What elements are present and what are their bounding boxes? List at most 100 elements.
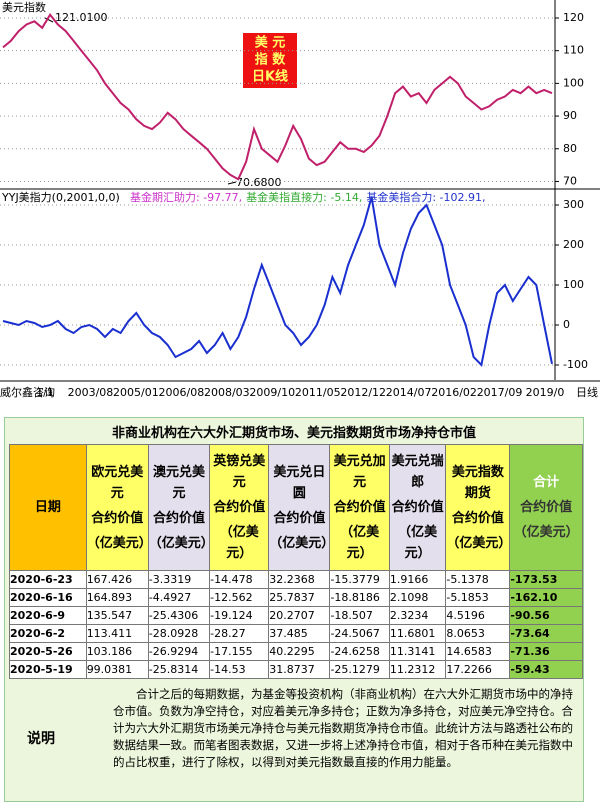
header-name: 美元兑日圆 bbox=[273, 464, 326, 501]
legend-entry: 基金期汇助力: -97.77, bbox=[130, 190, 242, 204]
data-row: 2020-5-19 99.0381 -25.8314 -14.53 31.8737 -25… bbox=[9, 660, 583, 679]
cell: -162.10 bbox=[509, 588, 583, 607]
series-line bbox=[2, 12, 553, 181]
y-tick-label: 0 bbox=[563, 318, 570, 331]
header-cell: 美元指数期货合约价值 （亿美元） bbox=[445, 444, 512, 571]
pointer bbox=[44, 17, 54, 23]
table-title: 非商业机构在六大外汇期货市场、美元指数期货市场净持仓市值 bbox=[111, 426, 476, 441]
data-row: 2020-5-26 103.186 -26.9294 -17.155 40.2295 -2… bbox=[9, 642, 583, 661]
cell: -26.9294 bbox=[147, 642, 211, 661]
chart-title: 美元指数 bbox=[2, 0, 46, 14]
cell: 37.485 bbox=[268, 624, 331, 643]
header-unit: （亿美元） bbox=[219, 525, 259, 561]
cell: -14.478 bbox=[209, 570, 270, 589]
header-unit: （亿美元） bbox=[86, 535, 152, 551]
high-label: 121.0100 bbox=[55, 11, 108, 24]
header-cell: 美元兑加元 合约价值 （亿美元） bbox=[329, 444, 390, 571]
header-unit: （亿美元） bbox=[340, 525, 380, 561]
y-tick-label: -100 bbox=[563, 358, 588, 371]
cell: -4.4927 bbox=[147, 588, 211, 607]
cell: 32.2368 bbox=[268, 570, 331, 589]
background bbox=[0, 0, 600, 402]
note-text: 合计之后的每期数据，为基金等投资机构（非商业机构）在六大外汇期货市场中的净持仓市… bbox=[113, 687, 573, 769]
header-cell: 美元兑瑞郎合约价值 （亿美元） bbox=[388, 444, 447, 571]
series-line bbox=[2, 196, 553, 368]
cell: -5.1378 bbox=[445, 570, 511, 589]
header-cell: 英镑兑美元 合约价值 （亿美元） bbox=[209, 444, 270, 571]
cell: -173.53 bbox=[509, 570, 583, 589]
header-cell: 合计 合约价值 （亿美元） bbox=[509, 444, 583, 571]
x-tick-label: 2014/07 bbox=[386, 386, 432, 399]
header-unit: （亿美元） bbox=[398, 525, 438, 561]
cell: 135.547 bbox=[85, 606, 149, 625]
cell: 103.186 bbox=[85, 642, 149, 661]
cell: 99.0381 bbox=[85, 660, 149, 679]
header-sub: 合约价值 bbox=[391, 500, 444, 515]
y-tick-label: 90 bbox=[563, 109, 577, 122]
header-sub: 合约价值 bbox=[91, 510, 144, 526]
y-tick-label: 80 bbox=[563, 142, 577, 155]
data-row: 2020-6-23 167.426 -3.3319 -14.478 32.2368 -15… bbox=[9, 570, 583, 589]
data-row: 2020-6-16 164.893 -4.4927 -12.562 25.7837 -18… bbox=[9, 588, 583, 607]
cell: -73.64 bbox=[509, 624, 583, 643]
cell: 31.8737 bbox=[268, 660, 331, 679]
y-tick-label: 100 bbox=[563, 278, 584, 291]
cell: 14.6583 bbox=[445, 642, 511, 661]
x-tick-label: 2016/02 bbox=[431, 386, 477, 399]
cell: 20.2707 bbox=[268, 606, 331, 625]
cell: 40.2295 bbox=[268, 642, 331, 661]
header-unit: （亿美元） bbox=[269, 535, 335, 551]
annotation: 日K线 bbox=[252, 69, 288, 85]
table-panel: 非商业机构在六大外汇期货市场、美元指数期货市场净持仓市值 日期 欧元兑美元 合约价值… bbox=[4, 417, 584, 802]
header-name: 美元兑瑞郎 bbox=[391, 454, 444, 490]
cell: 8.0653 bbox=[445, 624, 511, 643]
cell: 2020-5-19 bbox=[9, 660, 87, 679]
cell: -25.4306 bbox=[147, 606, 211, 625]
cell: 2020-6-9 bbox=[9, 606, 87, 625]
header-name: 美元指数期货 bbox=[451, 464, 504, 501]
header-unit: （亿美元） bbox=[446, 535, 512, 551]
y-tick-label: 300 bbox=[563, 198, 584, 211]
cell: 113.411 bbox=[85, 624, 149, 643]
data-row: 2020-6-9 135.547 -25.4306 -19.124 20.2707 -18… bbox=[9, 606, 583, 625]
cell: -28.0928 bbox=[147, 624, 211, 643]
cell: 4.5196 bbox=[445, 606, 511, 625]
table: 日期 欧元兑美元 合约价值 （亿美元） 澳元兑美元 合约价值 （亿美元） 英镑兑美元 合约价值（… bbox=[9, 444, 583, 679]
cell: -59.43 bbox=[509, 660, 583, 679]
cell: 2.1098 bbox=[388, 588, 447, 607]
cell: -24.5067 bbox=[329, 624, 390, 643]
header-unit: （亿美元） bbox=[148, 535, 214, 551]
pointer bbox=[227, 181, 237, 185]
y-tick-label: 110 bbox=[563, 44, 584, 57]
cell: 1.9166 bbox=[388, 570, 447, 589]
x-tick-label: 2019/0 bbox=[526, 386, 565, 399]
cell: -19.124 bbox=[209, 606, 270, 625]
cell: 11.6801 bbox=[388, 624, 447, 643]
x-tick-label: 日线 bbox=[576, 385, 598, 399]
x-tick-label: 威尔鑫咨询 bbox=[0, 385, 55, 399]
x-tick-label: 2008/03 bbox=[204, 386, 250, 399]
cell: 2020-6-23 bbox=[9, 570, 87, 589]
cell: -18.507 bbox=[329, 606, 390, 625]
cell: 2020-6-16 bbox=[9, 588, 87, 607]
header-sub: 合约价值 bbox=[333, 500, 386, 515]
legend-entry: 基金美指直接力: -5.14, bbox=[246, 190, 362, 204]
cell: 167.426 bbox=[85, 570, 149, 589]
cell: -24.6258 bbox=[329, 642, 390, 661]
y-tick-label: 120 bbox=[563, 11, 584, 24]
header-name: 澳元兑美元 bbox=[152, 464, 205, 501]
x-tick-label: 2003/08 bbox=[68, 386, 114, 399]
low-label: 70.6800 bbox=[236, 176, 282, 189]
x-tick-label: 2012/12 bbox=[340, 386, 386, 399]
header-name: 欧元兑美元 bbox=[91, 464, 144, 501]
cell: -5.1853 bbox=[445, 588, 511, 607]
x-tick-label: 2005/01 bbox=[113, 386, 159, 399]
data-row: 2020-6-2 113.411 -28.0928 -28.27 37.485 -24.5… bbox=[9, 624, 583, 643]
y-tick-label: 100 bbox=[563, 76, 584, 89]
cell: 2.3234 bbox=[388, 606, 447, 625]
header-sub: 合约价值 bbox=[273, 510, 326, 526]
cell: 25.7837 bbox=[268, 588, 331, 607]
header-sub: 合约价值 bbox=[451, 510, 504, 526]
cell: 164.893 bbox=[85, 588, 149, 607]
header-name: 合计 bbox=[533, 475, 560, 490]
